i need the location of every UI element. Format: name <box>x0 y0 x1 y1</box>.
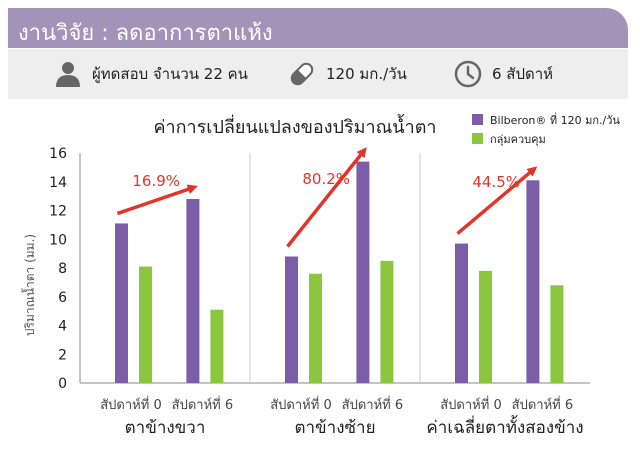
participants-info: ผู้ทดสอบ จำนวน 22 คน <box>52 49 248 99</box>
bilberon-bar <box>186 199 200 383</box>
y-tick-label: 10 <box>49 232 67 248</box>
control-bar <box>309 273 322 383</box>
plot-area: 0 2 4 6 8 10 12 14 16 สัปดาห์ที่ 0 สัปดาห์ที่ 6 ตาข… <box>49 146 590 438</box>
change-arrow <box>116 184 198 216</box>
tear-volume-chart: ค่าการเปลี่ยนแปลงของปริมาณน้ำตา ปริมาณน้… <box>21 112 620 438</box>
control-bar <box>139 266 152 383</box>
control-bar <box>210 309 224 383</box>
bilberon-bar <box>455 243 468 383</box>
study-info-bar: ผู้ทดสอบ จำนวน 22 คน 120 มก./วัน 6 สัปดา… <box>8 49 628 99</box>
y-tick-label: 0 <box>58 376 67 392</box>
clock-icon <box>452 58 484 90</box>
change-arrow <box>286 147 367 248</box>
legend-swatch <box>472 114 483 125</box>
x-tick-label: สัปดาห์ที่ 0 <box>270 396 331 413</box>
x-tick-label: สัปดาห์ที่ 0 <box>440 396 501 413</box>
x-tick-label: สัปดาห์ที่ 6 <box>512 396 573 413</box>
y-axis-label: ปริมาณน้ำตา (มม.) <box>21 234 37 336</box>
duration-text: 6 สัปดาห์ <box>492 65 554 83</box>
group-label: ตาข้างขวา <box>125 418 206 438</box>
x-tick-label: สัปดาห์ที่ 6 <box>172 396 233 413</box>
control-bar <box>380 260 394 383</box>
x-tick-label: สัปดาห์ที่ 6 <box>342 396 403 413</box>
change-percent-label: 16.9% <box>132 172 180 190</box>
legend-label: Bilberon® ที่ 120 มก./วัน <box>490 112 620 127</box>
y-tick-label: 2 <box>58 347 67 363</box>
x-tick-label: สัปดาห์ที่ 0 <box>100 396 161 413</box>
control-bar <box>550 285 564 383</box>
change-percent-label: 80.2% <box>302 170 350 188</box>
change-percent-label: 44.5% <box>472 173 520 191</box>
y-tick-label: 16 <box>49 146 67 162</box>
participants-text: ผู้ทดสอบ จำนวน 22 คน <box>92 65 248 83</box>
bilberon-bar <box>285 256 298 383</box>
change-arrow <box>456 166 538 235</box>
header-banner: งานวิจัย : ลดอาการตาแห้ง <box>8 8 628 48</box>
y-tick-label: 4 <box>58 319 67 335</box>
y-tick-label: 8 <box>58 261 67 277</box>
page-title: งานวิจัย : ลดอาการตาแห้ง <box>18 21 273 46</box>
y-tick-label: 6 <box>58 290 67 306</box>
person-icon <box>52 58 84 90</box>
y-tick-label: 12 <box>49 204 67 220</box>
bilberon-bar <box>115 223 128 383</box>
control-bar <box>479 270 492 383</box>
dosage-text: 120 มก./วัน <box>326 65 407 83</box>
legend-swatch <box>472 133 483 144</box>
legend-label: กลุ่มควบคุม <box>490 133 546 146</box>
bilberon-bar <box>356 161 370 383</box>
duration-info: 6 สัปดาห์ <box>452 49 553 99</box>
bilberon-bar <box>526 180 540 383</box>
group-label: ค่าเฉลี่ยตาทั้งสองข้าง <box>426 415 583 438</box>
chart-title: ค่าการเปลี่ยนแปลงของปริมาณน้ำตา <box>153 114 436 138</box>
dosage-info: 120 มก./วัน <box>286 49 407 99</box>
group-label: ตาข้างซ้าย <box>294 418 375 438</box>
chart-legend: Bilberon® ที่ 120 มก./วันกลุ่มควบคุม <box>472 112 620 146</box>
y-tick-label: 14 <box>49 175 67 191</box>
capsule-icon <box>286 58 318 90</box>
